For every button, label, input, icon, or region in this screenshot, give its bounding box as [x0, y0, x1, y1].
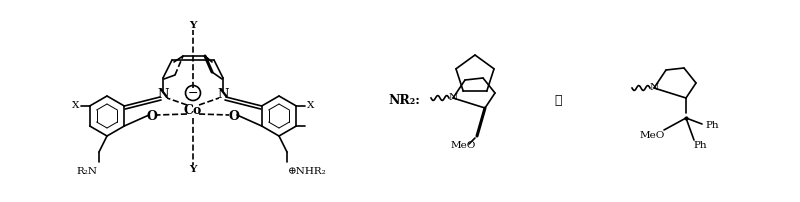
Text: X: X — [306, 101, 314, 110]
Text: O: O — [229, 110, 239, 123]
Text: MeO: MeO — [639, 130, 665, 140]
Text: N: N — [218, 88, 229, 101]
Text: X: X — [72, 101, 79, 110]
Text: R₂N: R₂N — [77, 166, 98, 176]
Text: NR₂:: NR₂: — [388, 94, 420, 106]
Text: MeO: MeO — [450, 141, 476, 150]
Text: Ph: Ph — [693, 141, 707, 150]
Text: Y: Y — [190, 165, 197, 175]
Text: N: N — [449, 94, 458, 102]
Text: Co: Co — [184, 103, 202, 117]
Text: −: − — [188, 86, 198, 100]
Text: N: N — [650, 83, 658, 93]
Text: Y: Y — [190, 20, 197, 29]
Text: Ph: Ph — [705, 121, 719, 129]
Text: 或: 或 — [554, 94, 562, 106]
Text: ⊕NHR₂: ⊕NHR₂ — [288, 166, 326, 176]
Text: O: O — [146, 110, 158, 123]
Text: N: N — [158, 88, 169, 101]
